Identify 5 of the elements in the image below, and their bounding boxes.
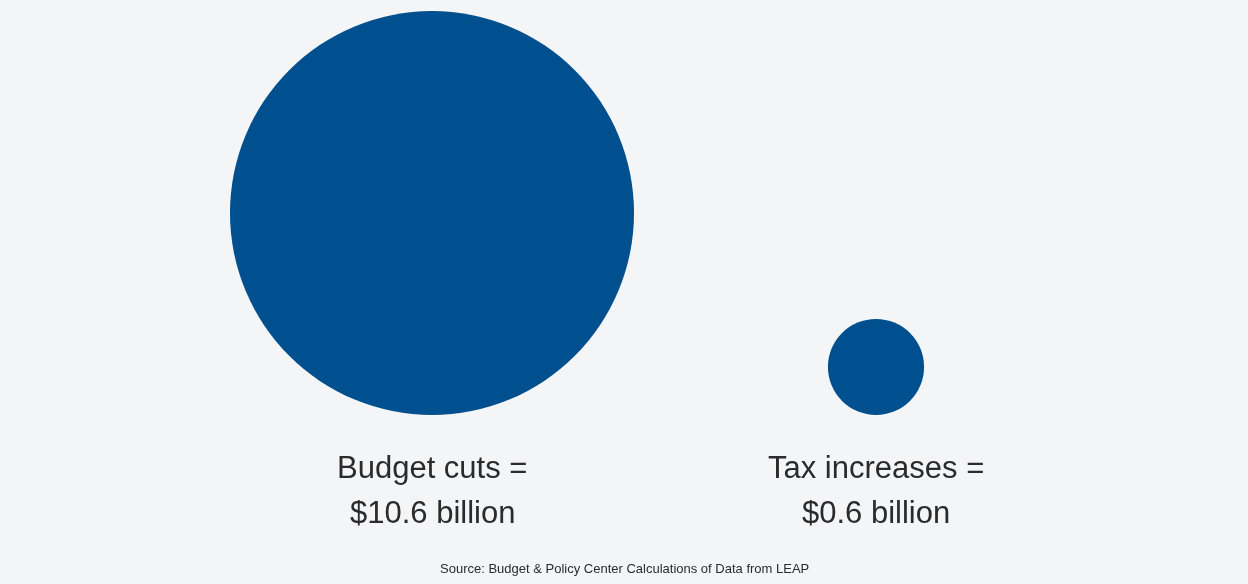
category-label: Tax increases = (768, 450, 985, 485)
data-label: $10.6 billion (350, 495, 516, 530)
source-note: Source: Budget & Policy Center Calculations of Data from LEAP (440, 561, 810, 576)
data-label: $0.6 billion (802, 495, 951, 530)
category-label: Budget cuts = (337, 450, 528, 485)
